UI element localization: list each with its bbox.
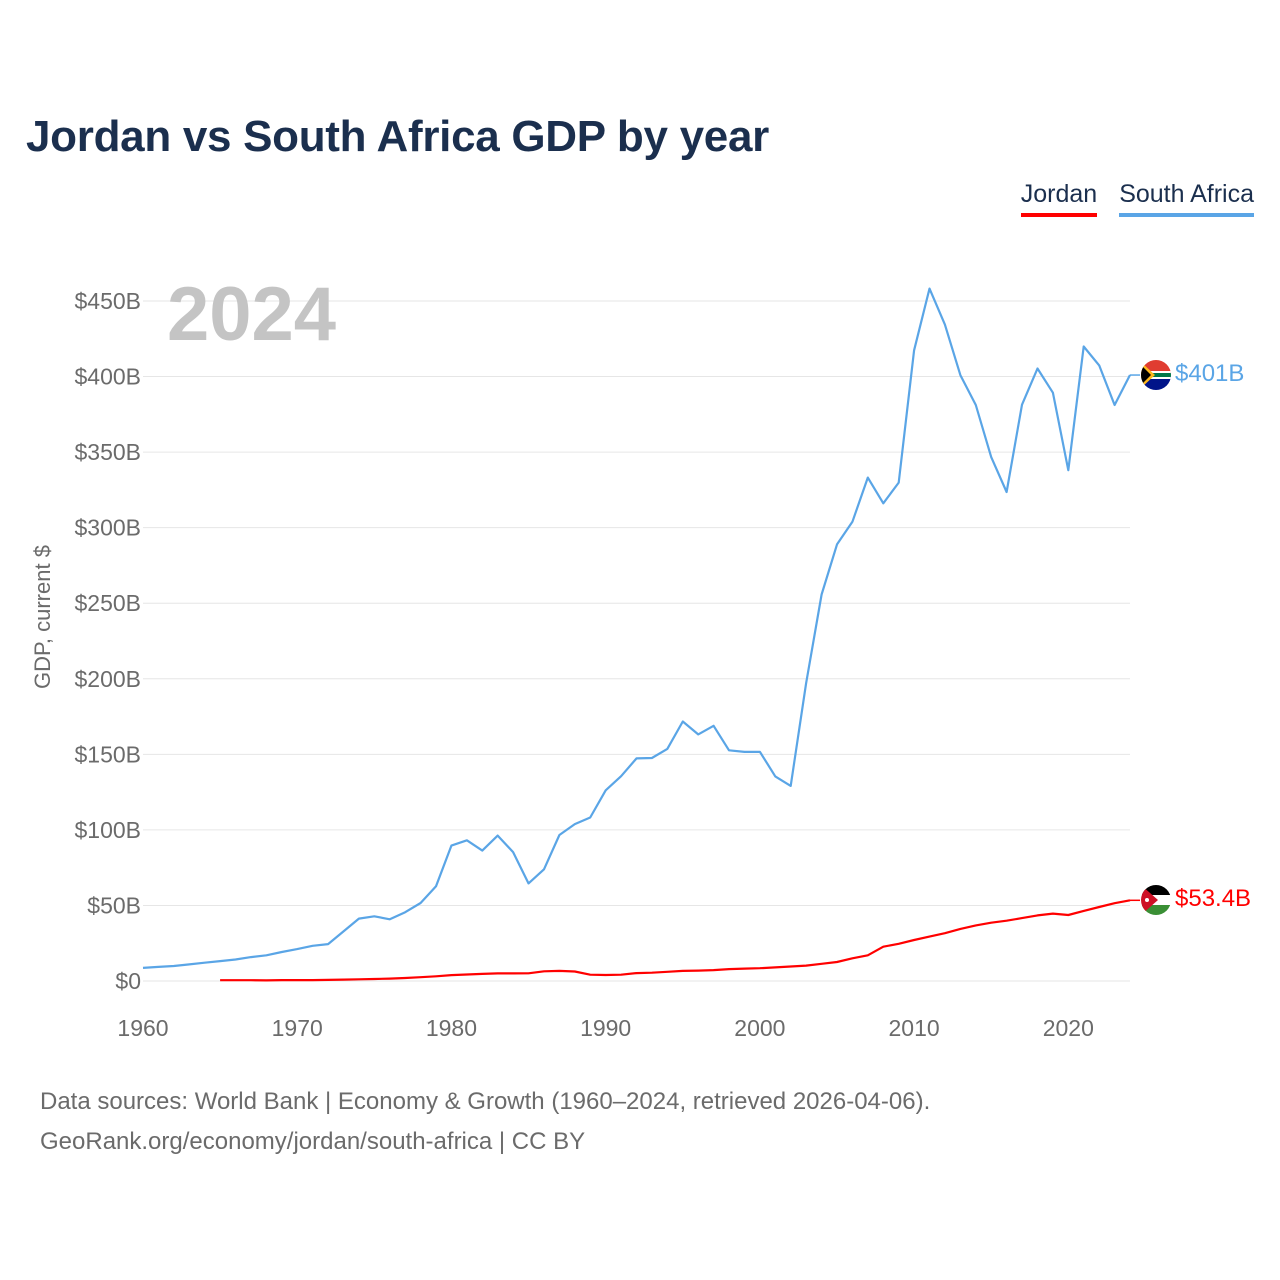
grid-lines xyxy=(143,300,1130,982)
x-tick-label: 2020 xyxy=(1043,1015,1094,1041)
year-watermark: 2024 xyxy=(167,272,336,357)
jordan-flag-icon xyxy=(1141,885,1171,915)
chart-title: Jordan vs South Africa GDP by year xyxy=(26,112,769,161)
y-tick-label: $450B xyxy=(74,288,141,314)
south-africa-flag-icon xyxy=(1141,360,1171,390)
y-tick-label: $200B xyxy=(74,666,141,692)
y-tick-label: $150B xyxy=(74,741,141,767)
legend-item-jordan[interactable]: Jordan xyxy=(1020,180,1098,217)
y-tick-label: $400B xyxy=(74,364,141,390)
y-axis-title: GDP, current $ xyxy=(30,545,55,689)
y-tick-label: $0 xyxy=(115,968,141,994)
x-tick-label: 1960 xyxy=(117,1015,168,1041)
series-line-south-africa xyxy=(142,287,1131,969)
x-tick-label: 2000 xyxy=(734,1015,785,1041)
y-tick-label: $250B xyxy=(74,590,141,616)
x-tick-label: 1980 xyxy=(426,1015,477,1041)
end-label-south-africa: $401B xyxy=(1175,360,1244,387)
x-tick-label: 1990 xyxy=(580,1015,631,1041)
series-line-jordan xyxy=(220,899,1131,982)
x-tick-label: 1970 xyxy=(272,1015,323,1041)
y-tick-label: $350B xyxy=(74,439,141,465)
footer: Data sources: World Bank | Economy & Gro… xyxy=(40,1082,930,1162)
end-label-jordan: $53.4B xyxy=(1175,885,1251,912)
y-axis-ticks: $0 $50B $100B $150B $200B $250B $300B $350B $400… xyxy=(74,288,141,994)
y-tick-label: $100B xyxy=(74,817,141,843)
legend: Jordan South Africa xyxy=(1020,180,1254,217)
line-chart: $0 $50B $100B $150B $200B $250B $300B $350B $400… xyxy=(30,272,1251,1041)
legend-item-south-africa[interactable]: South Africa xyxy=(1119,180,1254,217)
data-sources-text: Data sources: World Bank | Economy & Gro… xyxy=(40,1088,931,1115)
y-tick-label: $50B xyxy=(87,892,141,918)
x-axis-ticks: 1960 1970 1980 1990 2000 2010 2020 xyxy=(117,1015,1093,1041)
source-url-text: GeoRank.org/economy/jordan/south-africa … xyxy=(40,1128,586,1155)
series-lines xyxy=(142,287,1140,982)
y-tick-label: $300B xyxy=(74,515,141,541)
x-tick-label: 2010 xyxy=(889,1015,940,1041)
